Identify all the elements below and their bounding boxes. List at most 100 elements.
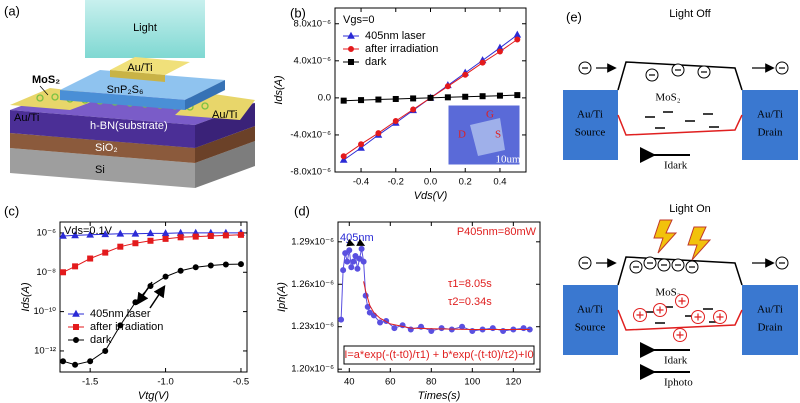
inset-label: S (495, 129, 501, 141)
snps-side (185, 80, 225, 110)
data-point (410, 95, 417, 102)
light-beam (85, 0, 205, 58)
data-point (391, 325, 398, 332)
data-point (427, 94, 434, 101)
legend-marker (73, 337, 79, 343)
data-point (344, 258, 351, 265)
drain-label: Drain (757, 127, 783, 139)
y-tick-label: 1.23x10⁻⁶ (291, 321, 334, 332)
panel-label: (a) (4, 3, 20, 18)
y-tick-label: 1.20x10⁻⁶ (291, 364, 334, 375)
data-point (147, 237, 154, 244)
left-contact-label: Au/Ti (14, 112, 39, 124)
data-point (444, 83, 451, 90)
drain-label: Au/Ti (757, 304, 783, 316)
y-tick-label: -8.0x10⁻⁶ (290, 167, 331, 178)
annotation: τ2=0.34s (448, 296, 492, 308)
source-label: Source (575, 127, 606, 139)
y-tick-label: 1.29x10⁻⁶ (291, 236, 334, 247)
top-contact-label: Au/Ti (127, 62, 152, 74)
mos2-pointer (39, 85, 49, 96)
x-tick-label: -0.4 (353, 177, 369, 188)
data-point (131, 229, 140, 237)
data-point (356, 255, 363, 262)
data-point (444, 94, 451, 101)
data-point (132, 240, 139, 247)
legend-label: I=a*exp(-(t-t0)/τ1) + b*exp(-(t-t0)/τ2)+… (344, 349, 533, 361)
data-point (340, 97, 347, 104)
light-bolt (653, 219, 678, 254)
data-point (59, 231, 67, 239)
panel-label: (c) (4, 203, 19, 218)
inset-image (447, 104, 521, 166)
legend-label: 405nm laser (365, 30, 426, 42)
data-point (342, 250, 349, 257)
data-point (459, 323, 466, 330)
data-point (60, 358, 67, 365)
band-diagrams: Light Off Au/Ti Source Au/Ti Drain MoS₂ Idark L… (563, 8, 798, 389)
x-tick-label: -1.0 (157, 377, 173, 388)
data-point (177, 267, 184, 274)
channel-label: MoS₂ (655, 92, 680, 104)
data-point (101, 230, 110, 238)
data-point (338, 316, 345, 323)
chart: (d) 40 60 80 100 120 1.20x10⁻⁶ 1.23x10⁻⁶ 1.26x10… (276, 203, 541, 402)
drain-electrode (742, 90, 798, 160)
data-point (514, 92, 521, 99)
data-point (352, 252, 359, 259)
data-point (340, 267, 347, 274)
data-point (222, 232, 229, 239)
data-point (514, 36, 521, 43)
pulse-arrow (346, 238, 356, 247)
hole-sign (694, 313, 702, 321)
y-tick-label: 10⁻¹² (34, 345, 56, 356)
data-point (222, 261, 229, 268)
hole-sign (656, 306, 664, 314)
source-label: Au/Ti (577, 304, 603, 316)
hole-sign (716, 313, 724, 321)
x-tick-label: 0.0 (424, 177, 437, 188)
top-pad (110, 57, 190, 75)
y-axis-label: Iph(A) (276, 282, 288, 312)
y-axis-label: Ids(A) (273, 75, 285, 105)
x-tick-label: -0.2 (388, 177, 404, 188)
pulse-arrow (356, 238, 366, 246)
valence-band (617, 309, 743, 331)
chart: (b) -0.4 -0.2 0.0 0.2 0.4 -8.0x10⁻⁶ -4.0x10⁻⁶ 0.… (273, 5, 527, 202)
source-label: Source (575, 322, 606, 334)
data-point (348, 264, 355, 271)
right-contact-label: Au/Ti (212, 109, 237, 121)
data-point (479, 59, 486, 66)
y-tick-label: 8.0x10⁻⁶ (294, 18, 332, 29)
data-point (87, 358, 94, 365)
legend-marker (347, 31, 355, 39)
current-label: Idark (664, 355, 688, 367)
annotation: τ1=8.05s (448, 278, 492, 290)
channel-label: MoS₂ (655, 287, 680, 299)
current-label: Idark (664, 160, 688, 172)
data-point (496, 92, 503, 99)
x-tick-label: 120 (505, 377, 521, 388)
light-label: Light (133, 22, 157, 34)
diagram-title: Light Off (669, 8, 711, 20)
panel-label: (d) (294, 203, 310, 218)
panel-label: (b) (290, 5, 306, 20)
light-bolt (687, 226, 712, 261)
legend-label: dark (90, 334, 112, 346)
x-tick-label: 100 (464, 377, 480, 388)
data-point (354, 265, 361, 272)
legend-marker (348, 46, 354, 52)
legend-label: after irradiation (90, 321, 163, 333)
inset-label: G (486, 109, 494, 121)
data-point (366, 309, 373, 316)
y-tick-label: 1.26x10⁻⁶ (291, 279, 334, 290)
x-tick-label: 0.2 (459, 177, 472, 188)
hbn-front (10, 110, 195, 148)
data-point (360, 258, 367, 265)
data-point (350, 258, 357, 265)
data-point (177, 234, 184, 241)
sio2-label: SiO₂ (95, 142, 118, 154)
inset-label: D (458, 129, 466, 141)
data-point (162, 235, 169, 242)
